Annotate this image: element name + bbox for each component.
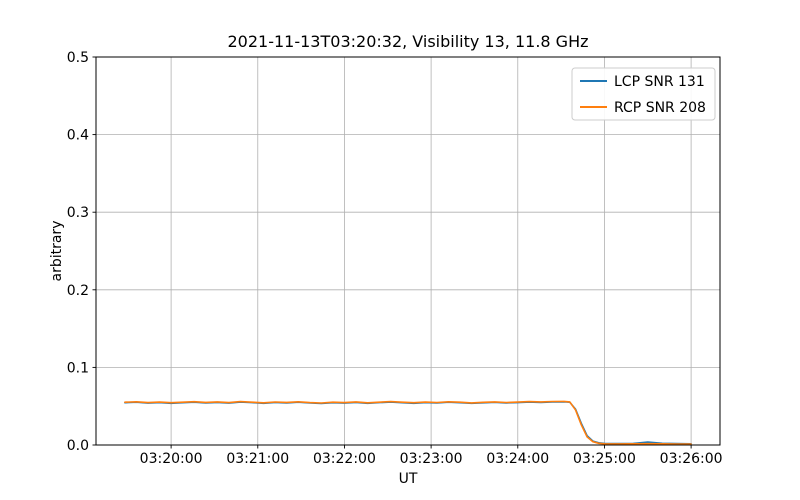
series-layer <box>124 400 692 445</box>
x-tick-label: 03:23:00 <box>400 451 463 467</box>
y-tick-label: 0.3 <box>67 205 89 221</box>
plot-area-border <box>95 56 721 446</box>
rcp-series-line <box>124 400 692 445</box>
y-tick-label: 0.2 <box>67 283 89 299</box>
legend-label-lcp: LCP SNR 131 <box>614 74 705 90</box>
lcp-series-line <box>124 400 692 445</box>
y-tick-label: 0.5 <box>67 50 89 66</box>
y-tick-label: 0.0 <box>67 438 89 454</box>
chart-title: 2021-11-13T03:20:32, Visibility 13, 11.8… <box>228 32 589 51</box>
legend-label-rcp: RCP SNR 208 <box>614 100 706 116</box>
legend-box <box>571 67 716 121</box>
x-tick-label: 03:25:00 <box>573 451 636 467</box>
y-axis-label: arbitrary <box>49 221 65 282</box>
x-axis-label: UT <box>399 471 418 487</box>
x-tick-label: 03:21:00 <box>226 451 289 467</box>
tick-layer: 03:20:00 03:21:00 03:22:00 03:23:00 03:24:00… <box>67 50 723 467</box>
y-tick-label: 0.1 <box>67 360 89 376</box>
legend: LCP SNR 131 RCP SNR 208 <box>571 67 716 121</box>
x-tick-label: 03:20:00 <box>140 451 203 467</box>
x-tick-label: 03:22:00 <box>313 451 376 467</box>
y-tick-label: 0.4 <box>67 128 89 144</box>
x-tick-label: 03:24:00 <box>486 451 549 467</box>
x-tick-label: 03:26:00 <box>660 451 723 467</box>
